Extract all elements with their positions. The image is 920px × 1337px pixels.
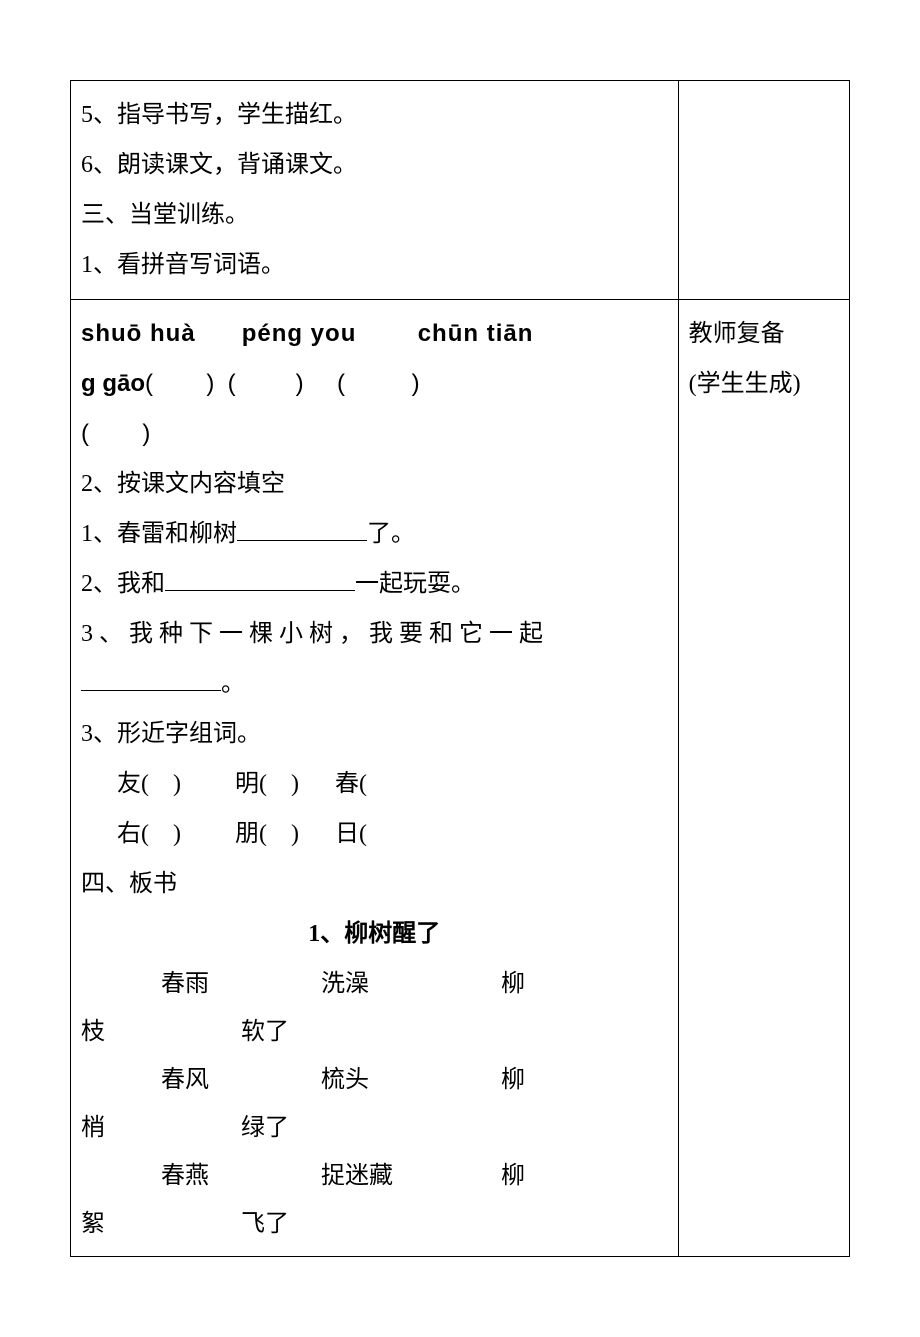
section2-q3b: 。 bbox=[81, 660, 668, 708]
q1-post: 了。 bbox=[367, 521, 415, 547]
line-ex1-title: 1、看拼音写词语。 bbox=[81, 241, 668, 289]
pinyin-line: shuō huà péng you chūn tiān bbox=[81, 310, 668, 358]
top-side-cell bbox=[678, 81, 849, 300]
b3d: 絮 bbox=[81, 1200, 161, 1248]
side-label-1: 教师复备 bbox=[689, 310, 839, 358]
b2d: 梢 bbox=[81, 1104, 161, 1152]
b1a: 春雨 bbox=[141, 960, 261, 1008]
b1d: 枝 bbox=[81, 1008, 161, 1056]
board-row-1a: 春雨 洗澡 柳 bbox=[81, 960, 668, 1008]
board-row-3a: 春燕 捉迷藏 柳 bbox=[81, 1152, 668, 1200]
section3-row1: 友( ) 明( ) 春( bbox=[81, 760, 668, 808]
c-ming: 明 bbox=[235, 771, 259, 797]
b3e: 飞了 bbox=[161, 1200, 289, 1248]
line-heading-3: 三、当堂训练。 bbox=[81, 191, 668, 239]
b2c: 柳 bbox=[441, 1056, 561, 1104]
paren-line-2: ( ) bbox=[81, 410, 668, 458]
section2-title: 2、按课文内容填空 bbox=[81, 460, 668, 508]
q2-post: 一起玩耍。 bbox=[355, 571, 475, 597]
blank-1 bbox=[237, 515, 367, 541]
bottom-main-cell: shuō huà péng you chūn tiān g gāo( ) ( )… bbox=[71, 300, 679, 1257]
line-6: 6、朗读课文，背诵课文。 bbox=[81, 141, 668, 189]
top-main-cell: 5、指导书写，学生描红。 6、朗读课文，背诵课文。 三、当堂训练。 1、看拼音写… bbox=[71, 81, 679, 300]
b1c: 柳 bbox=[441, 960, 561, 1008]
paren-line-1: g gāo( ) ( ) ( ) bbox=[81, 360, 668, 408]
c-ri: 日 bbox=[335, 821, 359, 847]
b1e: 软了 bbox=[161, 1008, 289, 1056]
section4-subtitle: 1、柳树醒了 bbox=[81, 910, 668, 958]
b2e: 绿了 bbox=[161, 1104, 289, 1152]
blank-2 bbox=[165, 565, 355, 591]
c-peng: 朋 bbox=[235, 821, 259, 847]
line-5: 5、指导书写，学生描红。 bbox=[81, 91, 668, 139]
section2-q1: 1、春雷和柳树 了。 bbox=[81, 510, 668, 558]
bottom-side-cell: 教师复备 (学生生成) bbox=[678, 300, 849, 1257]
q2-pre: 2、我和 bbox=[81, 571, 165, 597]
c-you: 友 bbox=[117, 771, 141, 797]
side-label-2: (学生生成) bbox=[689, 360, 839, 408]
b3c: 柳 bbox=[441, 1152, 561, 1200]
board-row-2b: 梢 绿了 bbox=[81, 1104, 668, 1152]
section2-q3a: 3、我种下一棵小树，我要和它一起 bbox=[81, 610, 668, 658]
board-row-1b: 枝 软了 bbox=[81, 1008, 668, 1056]
b3b: 捉迷藏 bbox=[261, 1152, 441, 1200]
c-you2: 右 bbox=[117, 821, 141, 847]
pinyin-1: shuō huà bbox=[81, 320, 196, 347]
c-chun: 春 bbox=[335, 771, 359, 797]
pinyin-3: chūn tiān bbox=[418, 320, 534, 347]
section2-q2: 2、我和 一起玩耍。 bbox=[81, 560, 668, 608]
b3a: 春燕 bbox=[141, 1152, 261, 1200]
blank-3 bbox=[81, 665, 221, 691]
pinyin-4: g gāo bbox=[81, 370, 145, 397]
pinyin-2: péng you bbox=[242, 320, 357, 347]
section3-row2: 右( ) 朋( ) 日( bbox=[81, 810, 668, 858]
board-row-3b: 絮 飞了 bbox=[81, 1200, 668, 1248]
q3-post: 。 bbox=[221, 671, 245, 697]
b2a: 春风 bbox=[141, 1056, 261, 1104]
lesson-table: 5、指导书写，学生描红。 6、朗读课文，背诵课文。 三、当堂训练。 1、看拼音写… bbox=[70, 80, 850, 1257]
board-row-2a: 春风 梳头 柳 bbox=[81, 1056, 668, 1104]
section4-title: 四、板书 bbox=[81, 860, 668, 908]
q1-pre: 1、春雷和柳树 bbox=[81, 521, 237, 547]
b1b: 洗澡 bbox=[261, 960, 441, 1008]
section3-title: 3、形近字组词。 bbox=[81, 710, 668, 758]
b2b: 梳头 bbox=[261, 1056, 441, 1104]
